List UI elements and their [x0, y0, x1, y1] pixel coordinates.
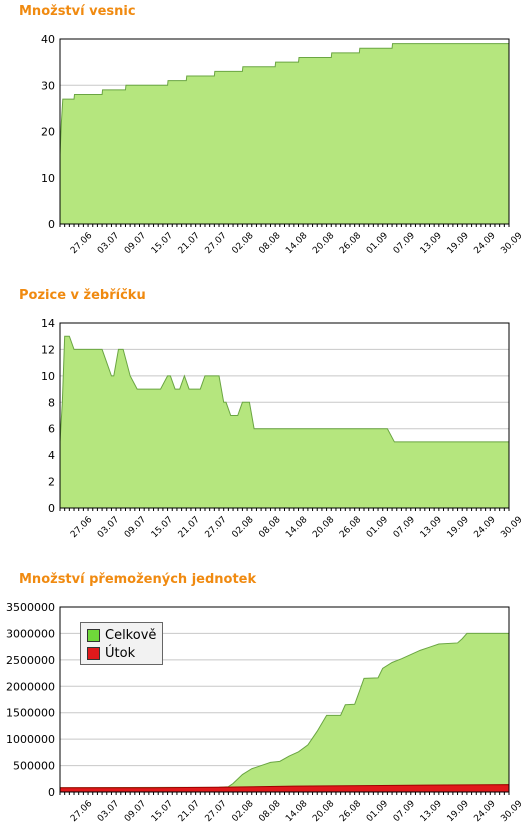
y-tick-label: 500000: [13, 760, 55, 773]
x-tick-label: 21.07: [177, 231, 202, 256]
y-tick-label: 10: [41, 370, 55, 383]
x-tick-label: 13.09: [419, 231, 444, 256]
x-tick-label: 14.08: [284, 799, 309, 822]
y-tick-label: 0: [48, 218, 55, 231]
x-tick-label: 14.08: [284, 515, 309, 540]
x-tick-label: 03.07: [96, 231, 121, 256]
x-tick-label: 20.08: [311, 799, 336, 822]
x-tick-label: 13.09: [419, 515, 444, 540]
legend-label-total: Celkově: [105, 627, 157, 643]
y-tick-label: 6: [48, 423, 55, 436]
chart-title-ranking: Pozice v žebříčku: [19, 288, 146, 303]
x-tick-label: 27.07: [204, 799, 229, 822]
x-tick-label: 15.07: [150, 515, 175, 540]
legend-swatch-total: [87, 628, 100, 642]
y-tick-label: 1000000: [6, 733, 55, 746]
series-area-main: [59, 43, 510, 225]
x-tick-label: 27.06: [69, 799, 94, 822]
y-tick-label: 8: [48, 396, 55, 409]
x-tick-label: 24.09: [472, 231, 497, 256]
x-tick-label: 19.09: [446, 231, 471, 256]
x-tick-label: 19.09: [446, 799, 471, 822]
y-tick-label: 2500000: [6, 654, 55, 667]
x-tick-label: 20.08: [311, 231, 336, 256]
legend-item-attack: Útok: [87, 644, 156, 662]
chart-title-units: Množství přemožených jednotek: [19, 572, 257, 587]
units-chart: 0 500000 1000000 1500000 2000000 2500000 30000…: [6, 601, 525, 822]
x-tick-label: 03.07: [96, 515, 121, 540]
y-tick-label: 0: [48, 786, 55, 799]
y-tick-label: 2: [48, 476, 55, 489]
y-tick-label: 10: [41, 172, 55, 185]
x-tick-label: 14.08: [284, 231, 309, 256]
y-tick-label: 20: [41, 126, 55, 139]
x-tick-label: 09.07: [123, 515, 148, 540]
x-tick-label: 30.09: [499, 515, 524, 540]
y-tick-label: 3000000: [6, 627, 55, 640]
chart-legend: Celkově Útok: [80, 622, 164, 665]
x-tick-label: 02.08: [230, 231, 255, 256]
ranking-chart: 0 2 4 6 8 10 12 14 27.06 03.07 09.07 15.07 21.07 27.0…: [41, 317, 525, 540]
x-tick-label: 15.07: [150, 231, 175, 256]
y-tick-label: 40: [41, 33, 55, 46]
x-tick-label: 24.09: [472, 515, 497, 540]
x-tick-label: 09.07: [123, 231, 148, 256]
x-tick-label: 20.08: [311, 515, 336, 540]
y-tick-label: 1500000: [6, 707, 55, 720]
y-tick-label: 30: [41, 79, 55, 92]
x-tick-label: 07.09: [392, 231, 417, 256]
chart-title-villages: Množství vesnic: [19, 4, 136, 19]
x-tick-label: 03.07: [96, 799, 121, 822]
x-tick-label: 13.09: [419, 799, 444, 822]
y-tick-label: 2000000: [6, 680, 55, 693]
x-tick-label: 26.08: [338, 515, 363, 540]
legend-swatch-attack: [87, 646, 100, 660]
x-tick-label: 27.07: [204, 231, 229, 256]
x-tick-label: 30.09: [499, 799, 524, 822]
y-tick-label: 3500000: [6, 601, 55, 614]
x-tick-label: 07.09: [392, 799, 417, 822]
x-tick-label: 15.07: [150, 799, 175, 822]
series-area-main: [59, 335, 510, 509]
x-tick-label: 01.09: [365, 515, 390, 540]
x-tick-label: 02.08: [230, 799, 255, 822]
x-tick-label: 01.09: [365, 231, 390, 256]
legend-item-total: Celkově: [87, 626, 156, 644]
x-tick-label: 08.08: [257, 231, 282, 256]
x-tick-label: 08.08: [257, 515, 282, 540]
x-tick-label: 08.08: [257, 799, 282, 822]
series-area-celkově: [59, 632, 510, 793]
x-tick-label: 19.09: [446, 515, 471, 540]
y-tick-label: 14: [41, 317, 55, 330]
y-tick-label: 0: [48, 502, 55, 515]
x-tick-label: 24.09: [472, 799, 497, 822]
legend-label-attack: Útok: [105, 645, 136, 661]
x-tick-label: 07.09: [392, 515, 417, 540]
x-tick-label: 02.08: [230, 515, 255, 540]
x-tick-label: 09.07: [123, 799, 148, 822]
x-tick-label: 26.08: [338, 799, 363, 822]
x-tick-label: 21.07: [177, 799, 202, 822]
x-tick-label: 01.09: [365, 799, 390, 822]
y-tick-label: 4: [48, 449, 55, 462]
y-tick-label: 12: [41, 343, 55, 356]
x-tick-label: 27.06: [69, 231, 94, 256]
x-tick-label: 27.06: [69, 515, 94, 540]
x-tick-label: 30.09: [499, 231, 524, 256]
x-tick-label: 21.07: [177, 515, 202, 540]
x-tick-label: 26.08: [338, 231, 363, 256]
x-tick-label: 27.07: [204, 515, 229, 540]
